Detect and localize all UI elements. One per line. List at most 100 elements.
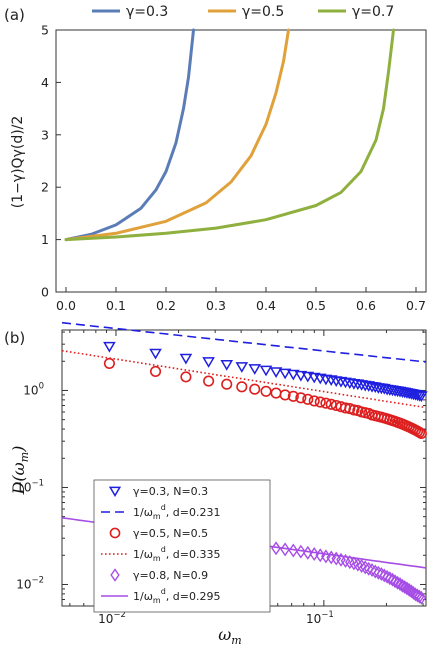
- panel-b-x-tick-base: 10: [98, 612, 113, 626]
- panel-b-legend-text-post: , d=0.335: [166, 548, 221, 561]
- panel-b-marker-2: [376, 567, 387, 582]
- panel-b-legend-text-post: , d=0.231: [166, 506, 221, 519]
- panel-b-marker-1: [314, 396, 326, 408]
- panel-b-marker-1: [415, 427, 427, 440]
- panel-a-y-tick-label: 2: [41, 180, 49, 195]
- panel-a-y-tick-label: 0: [41, 285, 49, 300]
- panel-a-x-tick-label: 0.4: [256, 298, 276, 313]
- panel-a-frame: [55, 29, 427, 293]
- panel-b-legend-text-sup: d: [161, 587, 166, 596]
- panel-b-fit-line-1: [61, 349, 427, 409]
- panel-b-markers: [103, 341, 428, 605]
- panel-b-label: (b): [4, 329, 25, 347]
- panel-b-marker-0: [103, 341, 116, 353]
- panel-b-legend-text-sub: m: [153, 596, 161, 605]
- panel-b-marker-2: [363, 561, 374, 576]
- panel-b-marker-2: [382, 569, 392, 584]
- panel-b-x-tick-label: 10−2: [98, 610, 126, 626]
- panel-b-marker-1: [325, 398, 337, 410]
- panel-b-marker-2: [416, 590, 427, 605]
- panel-b-marker-1: [270, 387, 282, 399]
- panel-b-marker-2: [271, 541, 281, 556]
- panel-b-legend-label-4: γ=0.8, N=0.9: [133, 569, 208, 582]
- panel-b-legend-text-pre: 1/ω: [133, 590, 153, 603]
- panel-b-marker-1: [180, 371, 192, 383]
- panel-b-marker-2: [295, 544, 306, 559]
- panel-b-marker-2: [379, 568, 390, 583]
- panel-b-legend-text-pre: 1/ω: [133, 506, 153, 519]
- panel-b-legend-label-3: 1/ωmd, d=0.335: [133, 545, 220, 563]
- panel-b-marker-1: [279, 389, 291, 401]
- panel-b-y-axis-label: D(ωm): [9, 446, 31, 496]
- panel-b-x-axis-label: ωm: [218, 625, 241, 646]
- panel-b-y-tick-base: 10: [16, 577, 31, 591]
- panel-b-marker-0: [179, 353, 193, 365]
- panel-a-series-line-0: [64, 28, 195, 242]
- panel-b-marker-2: [414, 589, 425, 604]
- panel-a-legend: γ=0.3 γ=0.5 γ=0.7: [92, 4, 394, 20]
- panel-b-marker-2: [280, 542, 290, 557]
- panel-b-marker-1: [287, 390, 299, 402]
- panel-b-marker-1: [260, 385, 272, 397]
- panel-b-marker-1: [348, 404, 360, 416]
- panel-b-legend-marker-4: [110, 568, 120, 582]
- panel-b-y-tick-label: 10−1: [16, 478, 44, 494]
- panel-a-legend-label-1: γ=0.5: [242, 4, 284, 20]
- panel-a-y-axis-label: (1−γ)Qγ(d)/2: [10, 116, 26, 209]
- panel-b-y-tick-exp: −2: [31, 575, 44, 585]
- panel-b-marker-1: [203, 375, 215, 387]
- panel-b-legend-text-pre: 1/ω: [133, 548, 153, 561]
- panel-b-marker-2: [302, 545, 313, 560]
- panel-b-marker-2: [288, 543, 299, 558]
- panel-b-marker-0: [259, 365, 273, 377]
- panel-b-legend-text-sup: d: [161, 503, 166, 512]
- panel-b-legend-label-0: γ=0.3, N=0.3: [133, 485, 208, 498]
- panel-b-marker-2: [367, 563, 377, 577]
- panel-b-marker-0: [301, 371, 315, 383]
- panel-b-marker-2: [387, 572, 398, 587]
- panel-b-x-tick-exp: −2: [113, 610, 126, 620]
- panel-b-marker-2: [315, 548, 326, 563]
- panel-a-series: [64, 28, 395, 242]
- panel-a-y-tick-label: 4: [41, 75, 49, 90]
- panel-b-marker-1: [236, 381, 248, 393]
- panel-b-marker-0: [235, 362, 249, 373]
- panel-b-y-tick-base: 10: [23, 383, 38, 397]
- panel-b-marker-2: [399, 580, 410, 595]
- panel-b-marker-0: [294, 370, 308, 382]
- panel-b-marker-2: [390, 574, 400, 589]
- panel-b-legend-text-sub: m: [153, 554, 161, 563]
- panel-b-marker-0: [278, 368, 292, 380]
- panel-b-marker-2: [370, 564, 381, 579]
- panel-b-marker-2: [392, 575, 403, 590]
- panel-b-marker-2: [395, 577, 405, 592]
- panel-b-y-tick-label: 10−2: [16, 575, 44, 591]
- panel-b-marker-2: [404, 582, 415, 597]
- panel-b-marker-0: [362, 381, 375, 392]
- panel-b-marker-0: [269, 367, 283, 378]
- panel-b-marker-0: [202, 357, 215, 368]
- panel-b-marker-1: [320, 397, 332, 409]
- panel-a-x-tick-label: 0.7: [406, 298, 426, 313]
- panel-b-marker-2: [360, 560, 371, 575]
- panel-b-marker-1: [221, 378, 233, 390]
- panel-b-marker-1: [103, 357, 115, 369]
- panel-a-series-line-2: [64, 28, 395, 242]
- panel-b-marker-2: [384, 571, 395, 586]
- panel-a-x-tick-label: 0.5: [306, 298, 326, 313]
- panel-b-marker-0: [415, 391, 428, 403]
- panel-b-y-tick-exp: 0: [39, 381, 44, 391]
- panel-b-marker-1: [295, 392, 307, 404]
- panel-a-x-tick-label: 0.0: [56, 298, 76, 313]
- panel-a-legend-label-0: γ=0.3: [126, 4, 168, 20]
- panel-b-marker-2: [309, 547, 320, 562]
- panel-b-y-tick-label: 100: [23, 381, 44, 397]
- panel-b-y-tick-base: 10: [16, 480, 31, 494]
- panel-a-x-tick-label: 0.6: [356, 298, 376, 313]
- panel-b-marker-2: [402, 581, 412, 596]
- panel-b-marker-0: [287, 369, 300, 381]
- panel-a-y-tick-label: 3: [41, 127, 49, 142]
- panel-b-marker-2: [397, 578, 408, 593]
